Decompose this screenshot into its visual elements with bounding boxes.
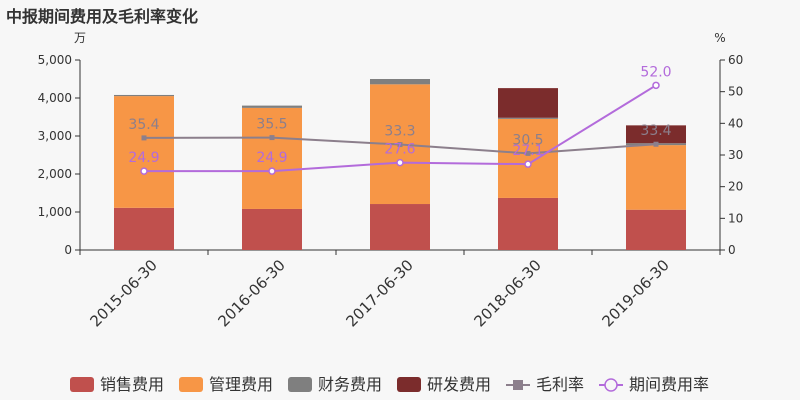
y-right-unit: % [714, 31, 725, 45]
lines-group [140, 81, 660, 175]
legend-label: 研发费用 [427, 375, 491, 394]
bar-segment [370, 79, 430, 85]
y-left-unit: 万 [74, 31, 86, 45]
line-point [141, 135, 147, 141]
line-point [524, 160, 532, 168]
y-left-tick-label: 4,000 [38, 91, 72, 105]
bar-segment [626, 145, 686, 210]
bar-segment [498, 197, 558, 250]
line-point [397, 142, 403, 148]
bar-segment [498, 117, 558, 119]
data-label: 33.3 [384, 124, 415, 140]
data-label: 24.9 [128, 150, 159, 166]
line-point [653, 141, 659, 147]
bar-segment [114, 96, 174, 208]
bar-segment [498, 118, 558, 198]
y-right-tick-label: 60 [728, 53, 743, 67]
bar-segment [242, 208, 302, 250]
x-tick-label: 2017-06-30 [342, 256, 416, 330]
bar-segment [114, 94, 174, 97]
data-label: 30.5 [512, 132, 543, 148]
y-left-tick-label: 2,000 [38, 167, 72, 181]
legend-swatch [397, 377, 421, 392]
data-label: 24.9 [256, 150, 287, 166]
y-left-tick-label: 1,000 [38, 205, 72, 219]
y-left-tick-label: 3,000 [38, 129, 72, 143]
x-tick-label: 2018-06-30 [470, 256, 544, 330]
bar-segment [114, 207, 174, 250]
data-label: 27.1 [512, 143, 543, 159]
y-right-tick-label: 50 [728, 85, 743, 99]
y-right-tick-label: 0 [728, 243, 736, 257]
x-tick-label: 2015-06-30 [86, 256, 160, 330]
y-right-tick-label: 20 [728, 180, 743, 194]
bar-segment [626, 209, 686, 250]
line-point [269, 135, 275, 141]
line-point [652, 81, 660, 90]
y-left-tick-label: 5,000 [38, 53, 72, 67]
line-point [140, 167, 148, 175]
y-right-tick-label: 10 [728, 211, 743, 225]
y-right-tick-label: 40 [728, 116, 743, 130]
x-tick-label: 2019-06-30 [598, 256, 672, 330]
data-label: 52.0 [640, 64, 671, 80]
x-tick-label: 2016-06-30 [214, 256, 288, 330]
line-point [525, 150, 531, 156]
bar-segment [242, 105, 302, 108]
bar-segment [370, 204, 430, 250]
legend-swatch [288, 377, 312, 392]
data-label: 35.4 [128, 117, 159, 133]
data-label: 35.5 [256, 117, 287, 133]
line-point [268, 167, 276, 175]
legend-label: 财务费用 [318, 375, 382, 394]
legend-label: 期间费用率 [629, 375, 709, 394]
line-point [396, 158, 404, 167]
y-right-tick-label: 30 [728, 148, 743, 162]
legend-label: 管理费用 [209, 375, 273, 394]
legend: 销售费用 管理费用 财务费用 研发费用 毛利率 期间费用率 [70, 375, 709, 394]
data-labels-group: 35.4 35.5 33.3 30.5 33.4 24.9 24.9 27.6 27.1 52.0 [128, 64, 671, 166]
bar-segment [498, 88, 558, 118]
y-left-tick-label: 0 [64, 243, 72, 257]
legend-swatch [70, 377, 94, 392]
legend-label: 销售费用 [100, 375, 164, 394]
legend-marker [513, 380, 523, 390]
legend-swatch [179, 377, 203, 392]
legend-label: 毛利率 [536, 375, 584, 394]
bar-segment [242, 107, 302, 209]
data-label: 27.6 [384, 142, 415, 158]
legend-marker [604, 378, 618, 392]
chart-title: 中报期间费用及毛利率变化 [6, 7, 199, 26]
data-label: 33.4 [640, 123, 671, 139]
bar-segment [626, 125, 686, 144]
